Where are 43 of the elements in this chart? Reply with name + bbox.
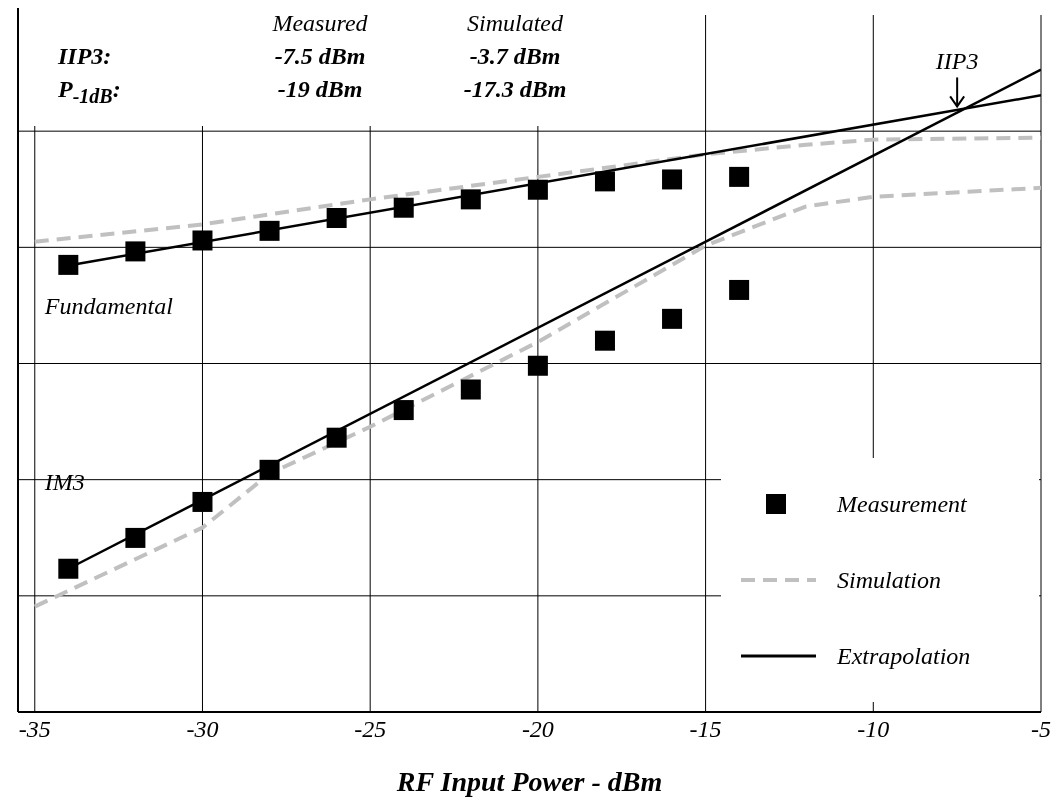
legend-label: Extrapolation: [837, 642, 971, 670]
annotation: P$_{-1dB}$:: [58, 76, 122, 108]
point: [662, 169, 683, 190]
annotation: IIP3: [934, 48, 979, 75]
point: [326, 208, 347, 228]
point: [58, 558, 79, 579]
text: IIP3:: [58, 43, 113, 70]
x-tick-label: -5: [1031, 716, 1051, 743]
text: Measured: [271, 10, 369, 37]
text: -7.5 dBm: [273, 43, 367, 70]
point: [662, 308, 683, 329]
point: [527, 355, 548, 376]
point: [192, 230, 213, 251]
point: [58, 254, 79, 275]
point: [125, 241, 146, 262]
point: [125, 527, 146, 548]
x-tick-label: -35: [18, 716, 51, 743]
point: [393, 400, 414, 421]
text: -3.7 dBm: [468, 43, 562, 70]
point: [259, 220, 280, 241]
annotation: -19 dBm: [276, 76, 364, 103]
x-tick-label: -10: [857, 716, 890, 743]
point: [729, 166, 750, 187]
legend-label: Simulation: [837, 566, 942, 594]
point: [460, 379, 481, 400]
x-tick-label: -15: [689, 716, 722, 743]
legend-label: Measurement: [837, 490, 967, 518]
x-tick-label: -30: [186, 716, 219, 743]
point: [594, 171, 615, 192]
point: [594, 330, 615, 351]
point: [393, 197, 414, 218]
point: [192, 491, 213, 512]
x-axis-title: RF Input Power - dBm: [395, 766, 663, 797]
point: [527, 179, 548, 200]
point: [326, 427, 347, 448]
point: [729, 279, 750, 300]
point: [259, 459, 280, 480]
text: Simulated: [466, 10, 564, 37]
x-tick-label: -20: [521, 716, 554, 743]
x-tick-label: -25: [354, 716, 387, 743]
annotation: Fundamental: [43, 292, 174, 319]
point: [460, 189, 481, 210]
annotation: -17.3 dBm: [462, 76, 568, 103]
